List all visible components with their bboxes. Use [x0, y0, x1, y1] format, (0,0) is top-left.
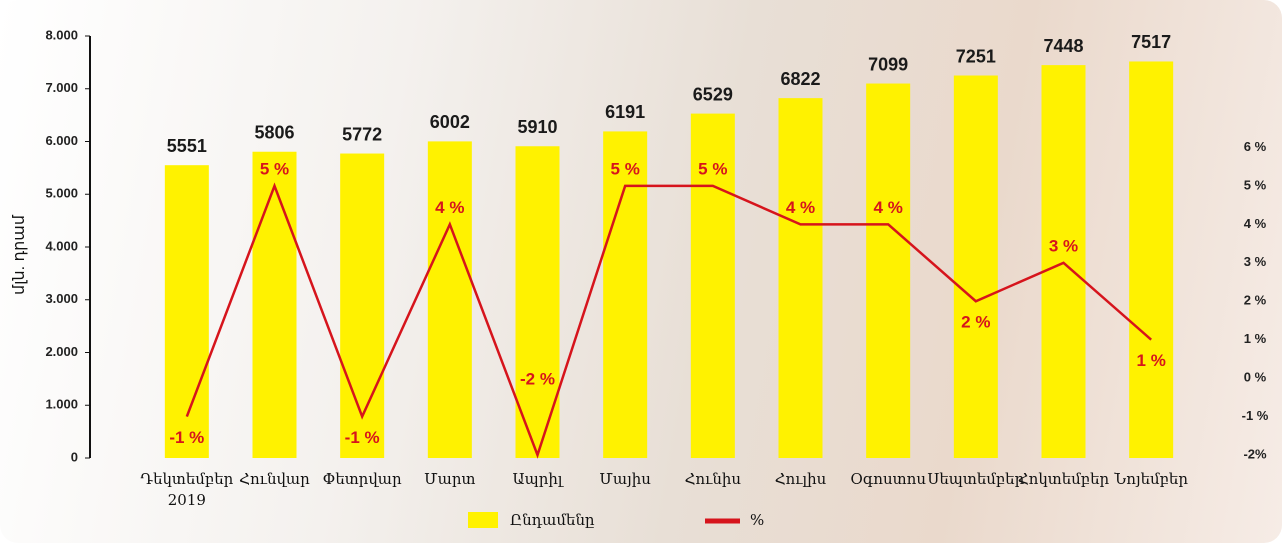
y2-tick-label: 0 % [1244, 370, 1267, 385]
y-tick-label: 4.000 [45, 238, 78, 253]
line [187, 186, 1151, 455]
x-tick-label: Հունիս [685, 470, 742, 488]
x-tick-label: Մայիս [599, 470, 651, 488]
y-tick-label: 5.000 [45, 186, 78, 201]
x-tick-label-line: Դեկտեմբեր [140, 470, 233, 488]
bar-value-label: 6191 [605, 102, 645, 122]
y-tick-label: 8.000 [45, 27, 78, 42]
x-tick-label: Հուլիս [775, 470, 827, 488]
y2-tick-label: 3 % [1244, 254, 1267, 269]
x-tick-label: Մարտ [424, 470, 475, 488]
bar-value-label: 7251 [956, 46, 996, 66]
line-value-label: 1 % [1137, 351, 1166, 370]
chart: մլն. դրամ 0 1.000 2.000 3.000 4.000 5.000 6.00… [0, 0, 1282, 543]
y2-tick-label: 6 % [1244, 139, 1267, 154]
y2-tick-label: 5 % [1244, 177, 1267, 192]
bar-value-label: 6529 [693, 84, 733, 104]
line-value-label: 5 % [260, 159, 289, 178]
y2-tick-label: 4 % [1244, 216, 1267, 231]
bar-value-label: 5806 [254, 122, 294, 142]
line-value-label: 4 % [786, 198, 815, 217]
bar-value-label: 5551 [167, 136, 207, 156]
line-value-label: -1 % [169, 428, 204, 447]
bar [253, 152, 297, 458]
bar-value-label: 6002 [430, 112, 470, 132]
line-value-label: 3 % [1049, 236, 1078, 255]
line-value-label: 4 % [435, 198, 464, 217]
line-value-label: 5 % [698, 159, 727, 178]
y-axis-label: մլն. դրամ [11, 214, 28, 295]
bar-value-label: 5910 [517, 117, 557, 137]
bar-value-label: 7099 [868, 54, 908, 74]
bar-value-label: 7448 [1043, 36, 1083, 56]
line-value-label: 2 % [961, 313, 990, 332]
y-tick-label: 7.000 [45, 80, 78, 95]
bar [428, 141, 472, 458]
y-tick-label: 1.000 [45, 397, 78, 412]
y-tick-label: 3.000 [45, 291, 78, 306]
x-tick-label: Հոկտեմբեր [1018, 470, 1110, 488]
y-tick-label: 6.000 [45, 133, 78, 148]
y2-tick-label: -2% [1243, 446, 1267, 461]
bar [340, 154, 384, 458]
y-tick-label: 0 [71, 449, 78, 464]
legend-label: % [750, 511, 764, 529]
x-tick-label: Նոյեմբեր [1113, 470, 1188, 488]
x-tick-label: Հունվար [239, 470, 310, 488]
y2-tick-label: -1 % [1242, 408, 1269, 423]
x-tick-label: Օգոստոս [850, 470, 926, 488]
y2-tick-label: 2 % [1244, 293, 1267, 308]
bar-value-label: 6822 [780, 69, 820, 89]
bar-value-label: 7517 [1131, 32, 1171, 52]
bar [779, 98, 823, 458]
x-tick-label: Սեպտեմբեր [927, 470, 1024, 488]
line-value-label: 4 % [874, 198, 903, 217]
legend-swatch [468, 512, 498, 528]
line-value-label: 5 % [611, 159, 640, 178]
bar [1129, 61, 1173, 458]
line-value-label: -1 % [345, 428, 380, 447]
line-value-label: -2 % [520, 369, 555, 388]
bar [603, 131, 647, 458]
bar [954, 76, 998, 458]
y-tick-label: 2.000 [45, 344, 78, 359]
y2-tick-label: 1 % [1244, 331, 1267, 346]
bar [866, 84, 910, 458]
x-tick-label: Փետրվար [323, 470, 402, 488]
x-tick-label: Ապրիլ [512, 470, 563, 488]
chart-card: մլն. դրամ 0 1.000 2.000 3.000 4.000 5.000 6.00… [0, 0, 1282, 543]
x-tick-label-line: 2019 [168, 491, 206, 509]
x-tick-label: Դեկտեմբեր 2019 [140, 470, 233, 509]
legend-label: Ընդամենը [510, 511, 595, 529]
bar-value-label: 5772 [342, 124, 382, 144]
